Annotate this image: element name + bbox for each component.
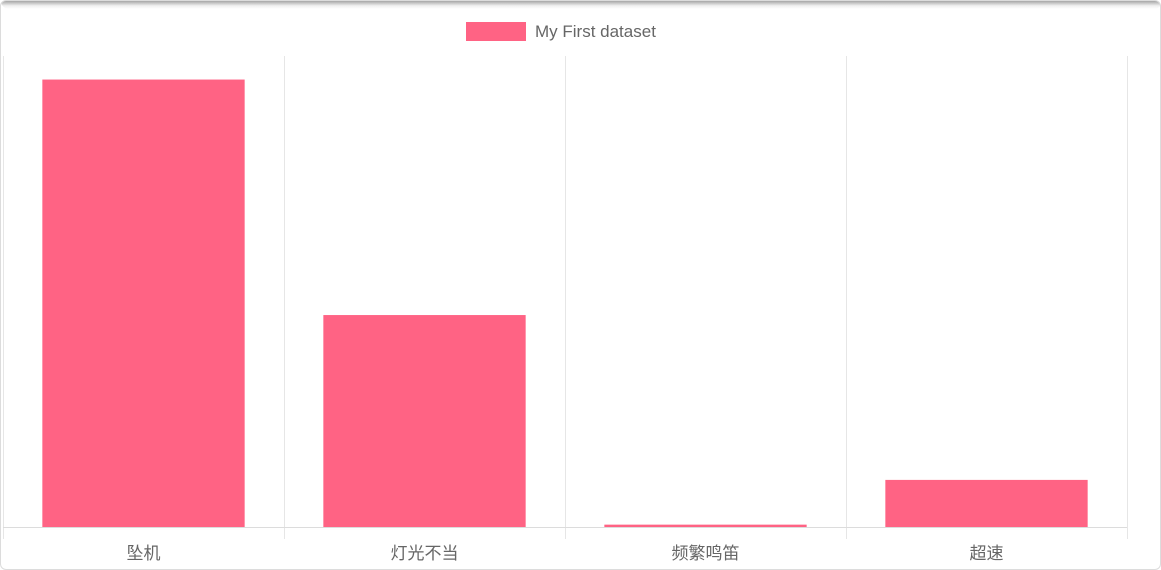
- legend-swatch[interactable]: [466, 22, 526, 41]
- grid-lines: [3, 56, 1128, 539]
- bar-0[interactable]: [42, 79, 245, 528]
- bar-3[interactable]: [885, 479, 1088, 527]
- top-shadow: [1, 1, 1160, 9]
- x-axis-ticks: 坠机 灯光不当 频繁鸣笛 超速: [127, 544, 1004, 563]
- bar-2[interactable]: [604, 524, 807, 527]
- x-tick-label: 坠机: [127, 544, 161, 563]
- bars: [42, 79, 1088, 528]
- x-tick-label: 频繁鸣笛: [672, 544, 740, 563]
- legend-label[interactable]: My First dataset: [535, 22, 656, 41]
- x-tick-label: 灯光不当: [391, 544, 459, 563]
- bar-1[interactable]: [323, 315, 526, 527]
- x-tick-label: 超速: [970, 544, 1004, 563]
- legend[interactable]: My First dataset: [466, 22, 656, 41]
